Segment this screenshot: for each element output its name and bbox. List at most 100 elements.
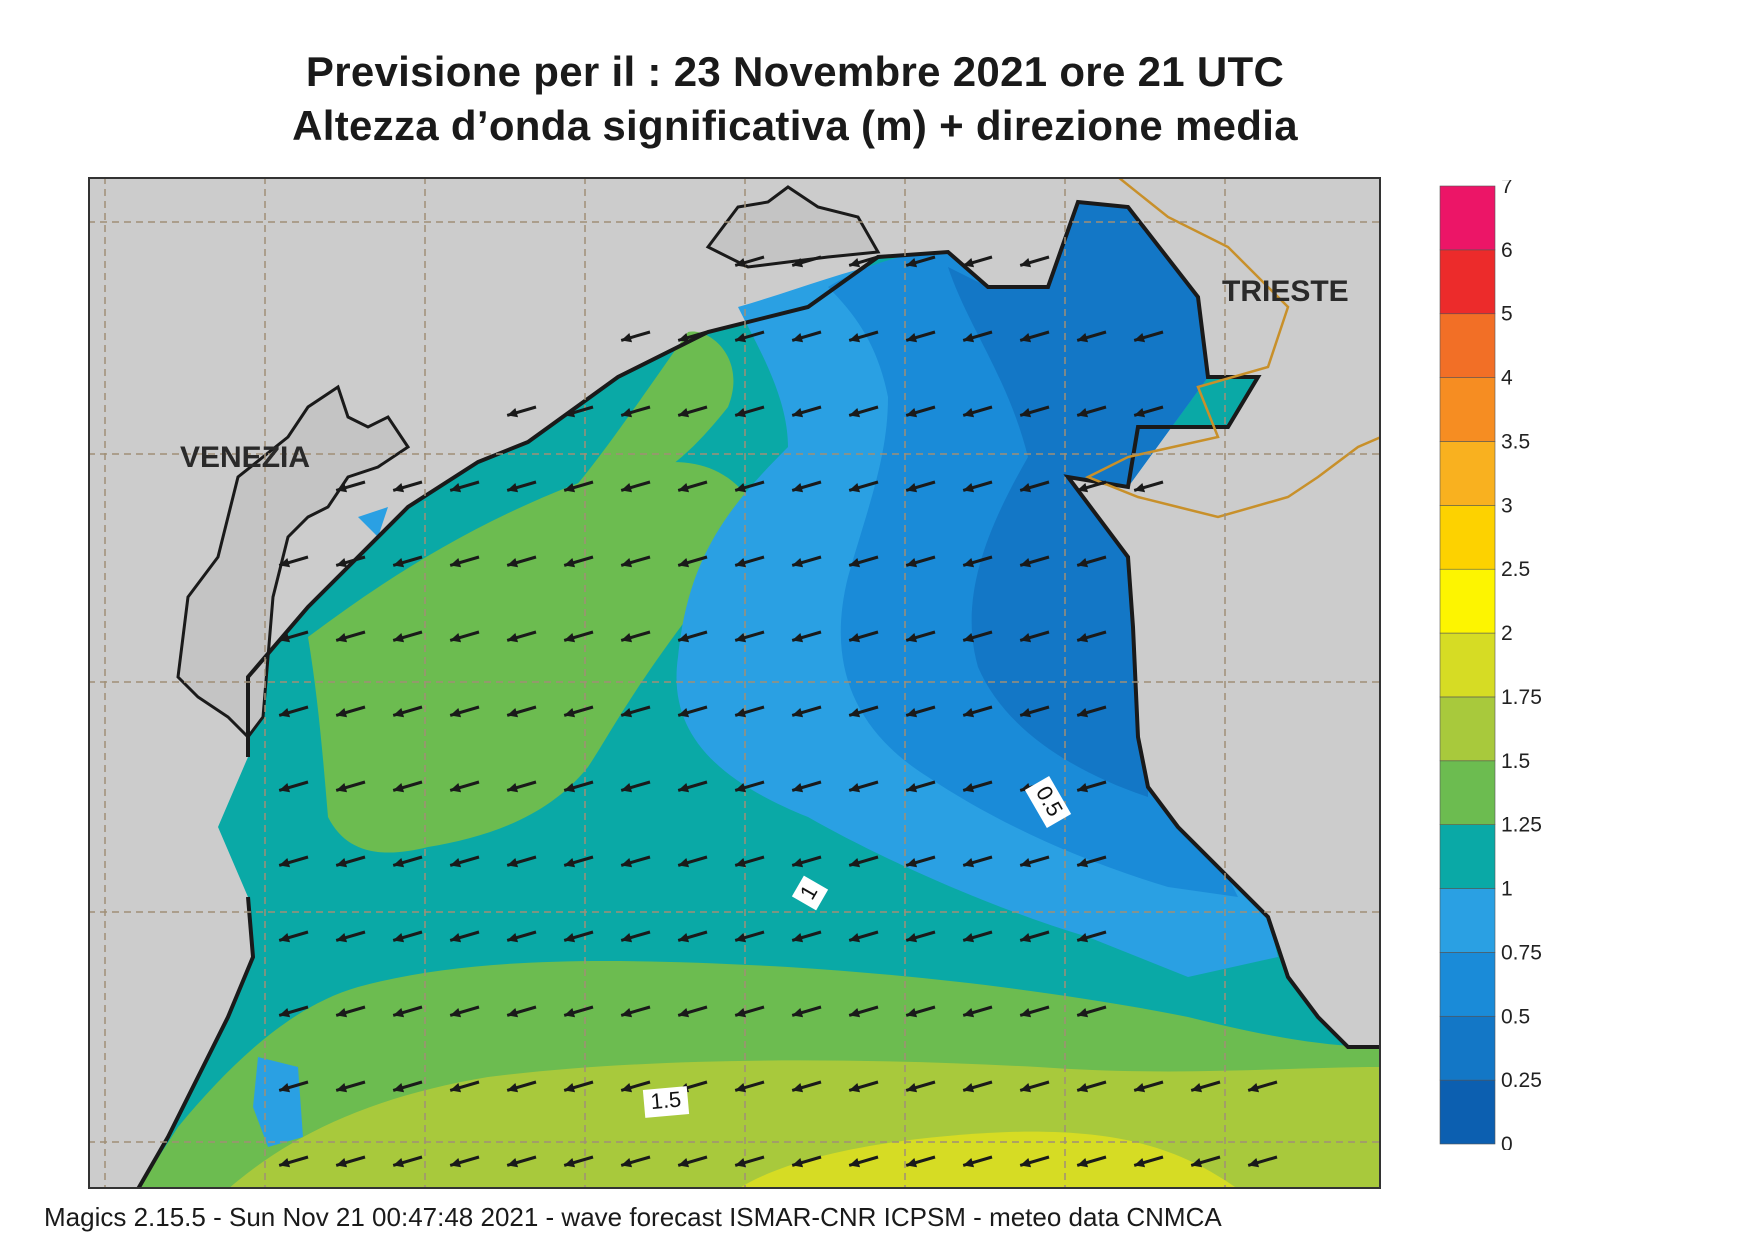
chart-subtitle: Altezza d’onda significativa (m) + direz… <box>292 102 1298 149</box>
wave-arrow-head <box>336 1083 348 1093</box>
wave-arrow-head <box>906 558 918 568</box>
wave-arrow-head <box>678 483 690 493</box>
wave-arrow-head <box>564 1158 576 1168</box>
wave-arrow-head <box>906 1008 918 1018</box>
wave-arrow-head <box>963 783 975 793</box>
wave-arrow-head <box>450 783 462 793</box>
wave-arrow-head <box>735 483 747 493</box>
wave-arrow-head <box>735 933 747 943</box>
wave-arrow-head <box>336 483 348 493</box>
wave-arrow-head <box>621 783 633 793</box>
wave-arrow-head <box>1134 1083 1146 1093</box>
contour-label-1: 1 <box>791 875 829 911</box>
legend-tick-label: 1.5 <box>1501 750 1530 773</box>
wave-arrow-head <box>621 1008 633 1018</box>
wave-arrow-head <box>735 783 747 793</box>
wave-arrow-head <box>1020 333 1032 343</box>
wave-arrow-head <box>393 558 405 568</box>
wave-arrow-head <box>564 933 576 943</box>
wave-arrow-head <box>678 633 690 643</box>
legend-tick-label: 5 <box>1501 303 1513 326</box>
wave-arrow-head <box>1134 408 1146 418</box>
wave-arrow-head <box>1248 1083 1260 1093</box>
legend-swatch <box>1439 952 1496 1017</box>
wave-arrow-head <box>849 1158 861 1168</box>
wave-arrow-head <box>621 933 633 943</box>
legend-swatch <box>1439 888 1496 953</box>
wave-arrow-head <box>678 1158 690 1168</box>
wave-arrow-head <box>393 1083 405 1093</box>
wave-arrow-head <box>963 933 975 943</box>
legend-tick-label: 3 <box>1501 494 1513 517</box>
legend-swatch <box>1439 696 1496 762</box>
wave-arrow-head <box>963 1008 975 1018</box>
wave-arrow-head <box>621 1158 633 1168</box>
coastline <box>136 199 1381 1189</box>
legend-swatch <box>1439 568 1496 634</box>
wave-arrow-head <box>393 783 405 793</box>
wave-arrow-head <box>735 708 747 718</box>
wave-arrow-head <box>1077 1083 1089 1093</box>
wave-arrow-head <box>849 258 861 268</box>
wave-arrow-head <box>1020 933 1032 943</box>
contour-zone-1.25-north <box>548 331 734 517</box>
wave-arrow-head <box>792 933 804 943</box>
wave-arrow-head <box>621 558 633 568</box>
wave-arrow-head <box>678 1008 690 1018</box>
wave-arrow-head <box>678 408 690 418</box>
wave-arrow-head <box>735 1083 747 1093</box>
land-grado-lagoon <box>705 185 881 269</box>
legend-tick-label: 0 <box>1501 1133 1513 1150</box>
wave-arrow-head <box>621 633 633 643</box>
wave-arrow-head <box>849 333 861 343</box>
wave-arrow-head <box>678 558 690 568</box>
wave-arrow-head <box>678 933 690 943</box>
wave-arrow-head <box>735 633 747 643</box>
wave-arrow-head <box>393 633 405 643</box>
wave-arrow-head <box>849 933 861 943</box>
wave-arrow-head <box>507 708 519 718</box>
wave-arrow-head <box>963 633 975 643</box>
wave-arrow-head <box>906 1083 918 1093</box>
legend-swatch <box>1439 249 1496 315</box>
wave-arrow-head <box>279 1008 291 1018</box>
wave-arrow-head <box>1191 1158 1203 1168</box>
wave-arrow-head <box>792 633 804 643</box>
border-line <box>1084 177 1381 519</box>
wave-arrow-head <box>735 1008 747 1018</box>
legend-swatch <box>1439 1015 1496 1081</box>
wave-arrow-head <box>336 1008 348 1018</box>
wave-arrow-head <box>963 333 975 343</box>
wave-arrow-head <box>963 483 975 493</box>
wave-arrow-head <box>393 1008 405 1018</box>
wave-arrow-head <box>678 783 690 793</box>
wave-arrow-head <box>792 558 804 568</box>
legend-tick-label: 7 <box>1501 180 1513 198</box>
legend-swatch <box>1439 632 1496 698</box>
legend-tick-label: 1 <box>1501 878 1513 901</box>
wave-arrow-head <box>507 1083 519 1093</box>
legend-tick-label: 0.25 <box>1501 1069 1542 1092</box>
wave-arrow-head <box>621 408 633 418</box>
wave-arrow-head <box>279 558 291 568</box>
wave-arrow-head <box>1020 1083 1032 1093</box>
wave-arrow-head <box>393 933 405 943</box>
wave-arrow-head <box>564 708 576 718</box>
wave-arrow-head <box>1020 258 1032 268</box>
legend-tick-label: 3.5 <box>1501 430 1530 453</box>
wave-arrow-head <box>336 558 348 568</box>
color-scale-legend: 0 0.25 0.5 0.75 1 1.25 1.5 1.75 2 2.5 3 3.5 4 5 6 7 <box>1439 180 1542 1150</box>
legend-swatch <box>1439 313 1496 378</box>
wave-arrow-head <box>564 1083 576 1093</box>
wave-arrow-head <box>564 408 576 418</box>
wave-arrow-head <box>735 858 747 868</box>
wave-arrow-head <box>963 558 975 568</box>
wave-arrow-head <box>735 258 747 268</box>
wave-arrow-head <box>963 858 975 868</box>
contour-zone-0.25 <box>948 202 1208 797</box>
wave-arrow-head <box>564 783 576 793</box>
wave-arrow-head <box>1020 1158 1032 1168</box>
footer-credits: Magics 2.15.5 - Sun Nov 21 00:47:48 2021… <box>44 1202 1222 1232</box>
wave-arrow-head <box>1134 333 1146 343</box>
wave-arrow-head <box>507 1008 519 1018</box>
